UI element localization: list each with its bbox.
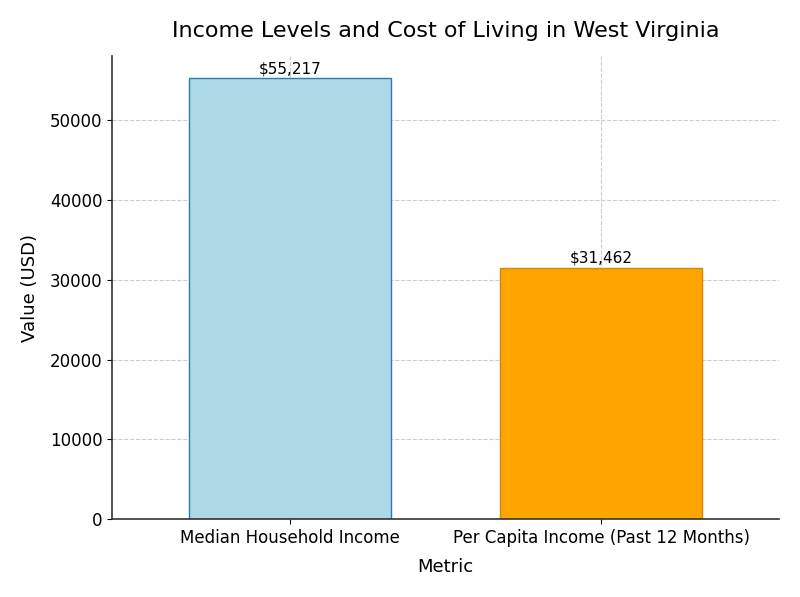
Bar xyxy=(190,78,391,519)
Title: Income Levels and Cost of Living in West Virginia: Income Levels and Cost of Living in West… xyxy=(172,21,719,41)
Bar xyxy=(500,268,702,519)
Text: $31,462: $31,462 xyxy=(570,251,633,266)
X-axis label: Metric: Metric xyxy=(418,558,474,576)
Text: $55,217: $55,217 xyxy=(259,61,322,76)
Y-axis label: Value (USD): Value (USD) xyxy=(21,234,39,342)
